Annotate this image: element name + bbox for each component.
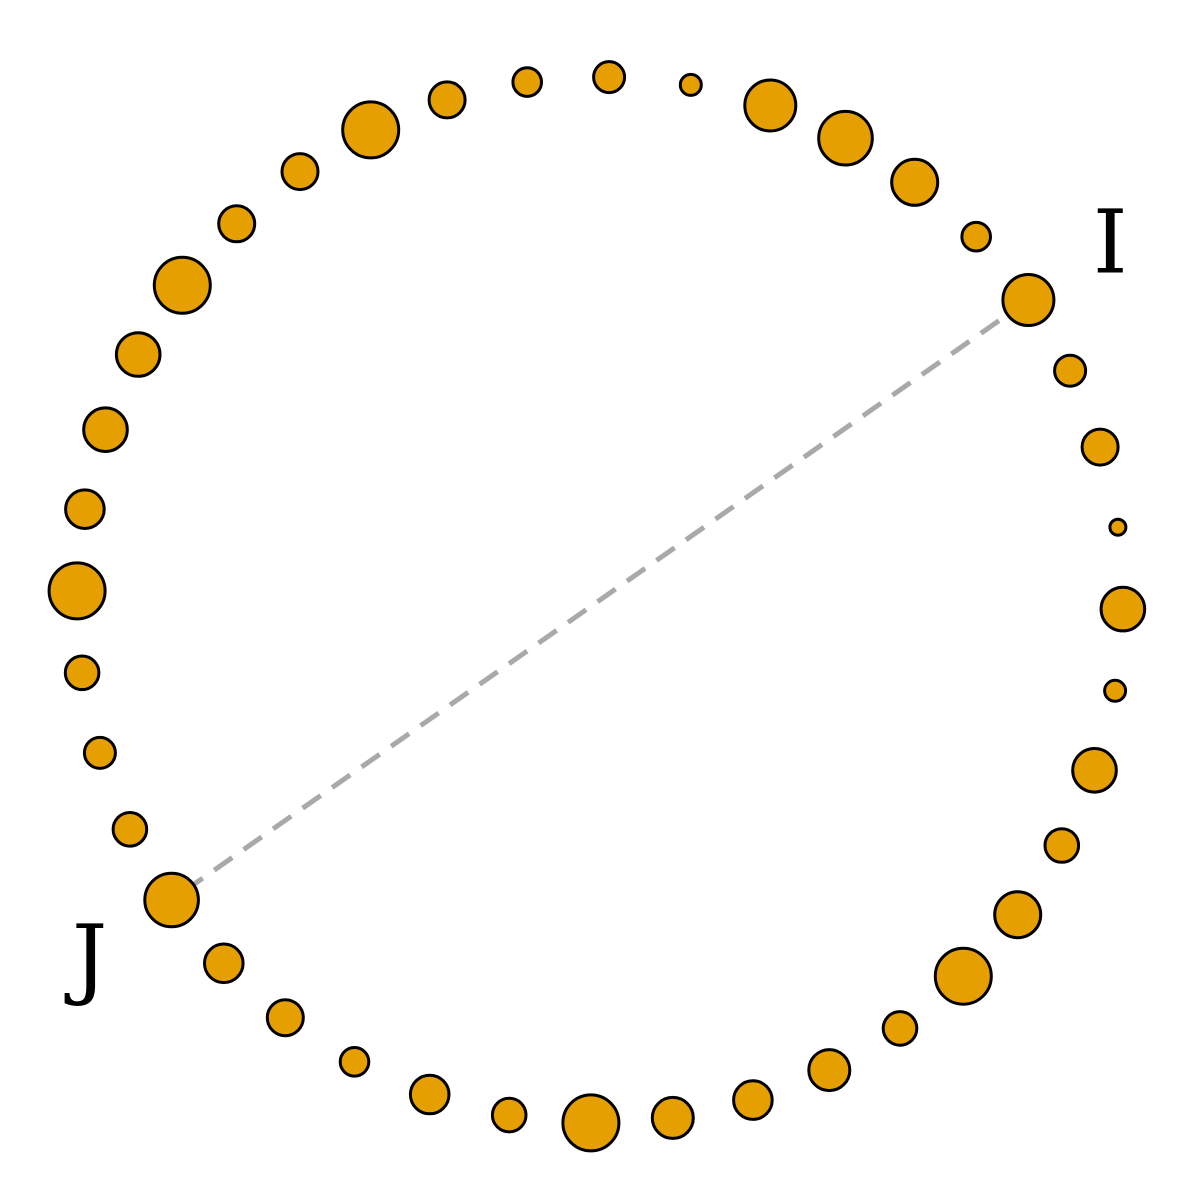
node-07 <box>1071 747 1118 794</box>
node-15 <box>561 1093 621 1153</box>
node-32 <box>341 100 401 160</box>
node-33 <box>427 80 467 120</box>
node-21 <box>143 871 200 929</box>
node-24 <box>63 654 101 692</box>
node-37 <box>743 78 798 133</box>
node-25 <box>47 561 107 621</box>
node-17 <box>408 1073 451 1116</box>
node-34 <box>511 66 544 98</box>
node-05 <box>1099 585 1147 633</box>
node-02 <box>1053 353 1088 388</box>
chord-layer <box>170 297 1030 903</box>
node-09 <box>993 890 1043 940</box>
node-40 <box>960 220 993 253</box>
dashed-chord <box>170 297 1030 903</box>
node-20 <box>203 942 245 985</box>
node-26 <box>64 488 106 531</box>
label-layer: IJ <box>64 191 1128 1009</box>
node-16 <box>490 1096 528 1134</box>
node-01 <box>1001 273 1056 327</box>
node-35 <box>592 60 627 95</box>
node-18 <box>338 1046 371 1078</box>
node-03 <box>1080 427 1120 467</box>
node-08 <box>1043 827 1081 864</box>
node-06 <box>1103 678 1128 703</box>
node-10 <box>933 946 993 1006</box>
node-36 <box>678 72 703 97</box>
node-22 <box>111 811 149 848</box>
node-ring <box>47 60 1147 1153</box>
node-31 <box>280 152 320 192</box>
node-39 <box>890 157 940 207</box>
node-27 <box>82 406 129 454</box>
node-30 <box>217 204 257 244</box>
node-38 <box>817 109 874 167</box>
node-13 <box>732 1079 774 1121</box>
node-23 <box>82 735 117 770</box>
node-12 <box>807 1048 852 1093</box>
node-label-j: J <box>64 905 107 1008</box>
node-14 <box>650 1095 695 1140</box>
node-label-i: I <box>1093 191 1128 294</box>
node-04 <box>1108 517 1128 537</box>
node-11 <box>881 1010 919 1047</box>
node-19 <box>265 998 305 1038</box>
node-28 <box>114 331 162 378</box>
node-29 <box>152 255 212 315</box>
